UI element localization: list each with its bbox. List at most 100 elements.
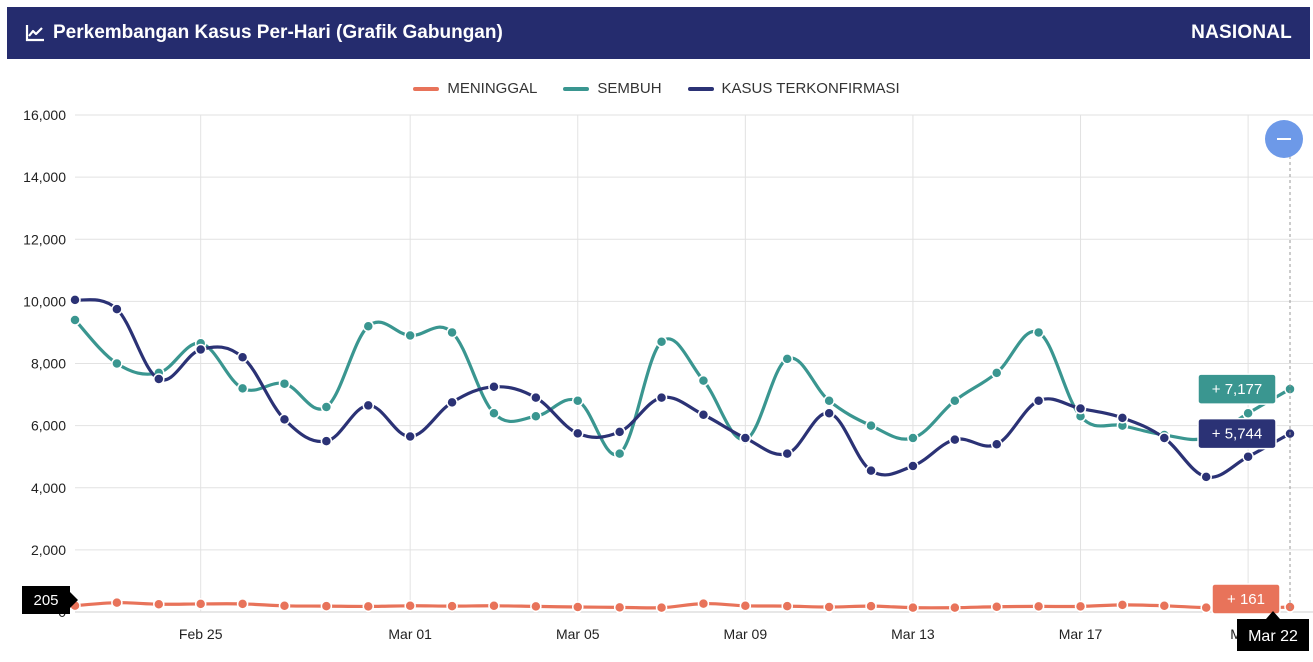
data-point-meninggal[interactable]	[949, 601, 961, 614]
x-tick-label: Feb 25	[179, 626, 223, 642]
x-tick-label: Mar 13	[891, 626, 935, 642]
data-point-terkonfirmasi[interactable]	[949, 433, 961, 446]
data-point-meninggal[interactable]	[446, 600, 458, 612]
data-point-terkonfirmasi[interactable]	[823, 407, 835, 419]
data-point-terkonfirmasi[interactable]	[697, 409, 710, 421]
data-point-meninggal[interactable]	[320, 600, 333, 612]
data-point-meninggal[interactable]	[990, 600, 1003, 613]
data-point-sembuh[interactable]	[823, 395, 835, 407]
x-tick-label: Mar 01	[388, 626, 432, 642]
data-point-sembuh[interactable]	[1242, 407, 1254, 419]
data-point-terkonfirmasi[interactable]	[572, 427, 584, 440]
data-point-meninggal[interactable]	[1116, 599, 1129, 611]
data-point-sembuh[interactable]	[781, 353, 793, 365]
y-tick-label: 4,000	[31, 480, 66, 496]
data-point-sembuh[interactable]	[278, 377, 291, 390]
data-point-terkonfirmasi[interactable]	[362, 399, 375, 412]
y-tick-label: 10,000	[23, 293, 66, 309]
data-point-sembuh[interactable]	[613, 447, 626, 460]
data-point-meninggal[interactable]	[236, 598, 249, 610]
data-point-sembuh[interactable]	[907, 432, 919, 444]
data-point-meninggal[interactable]	[697, 597, 710, 610]
data-point-terkonfirmasi[interactable]	[655, 391, 668, 404]
data-point-terkonfirmasi[interactable]	[236, 351, 249, 364]
data-point-sembuh[interactable]	[949, 395, 961, 407]
data-point-sembuh[interactable]	[320, 401, 333, 413]
data-point-meninggal[interactable]	[111, 596, 123, 609]
data-point-terkonfirmasi[interactable]	[446, 396, 458, 409]
data-point-meninggal[interactable]	[1158, 600, 1171, 612]
data-point-sembuh[interactable]	[111, 357, 123, 370]
legend-item-terkonfirmasi[interactable]: KASUS TERKONFIRMASI	[687, 80, 900, 97]
data-point-sembuh[interactable]	[69, 314, 81, 326]
data-point-sembuh[interactable]	[404, 329, 416, 342]
legend-label-terkonfirmasi: KASUS TERKONFIRMASI	[721, 80, 900, 97]
y-tick-label: 12,000	[23, 231, 66, 247]
data-point-meninggal[interactable]	[362, 600, 375, 613]
data-point-meninggal[interactable]	[865, 600, 877, 612]
data-point-meninggal[interactable]	[1032, 600, 1045, 613]
data-point-meninggal[interactable]	[194, 598, 207, 610]
series-line-sembuh	[73, 318, 1291, 457]
data-point-meninggal[interactable]	[907, 601, 919, 614]
x-tick-label: Mar 09	[724, 626, 768, 642]
data-point-meninggal[interactable]	[153, 598, 165, 610]
data-point-terkonfirmasi[interactable]	[1158, 432, 1171, 444]
y-axis-ticks: 02,0004,0006,0008,00010,00012,00014,0001…	[23, 107, 66, 620]
legend-item-sembuh[interactable]: SEMBUH	[563, 80, 662, 97]
data-point-meninggal[interactable]	[572, 601, 584, 613]
left-value-pointer	[70, 592, 78, 608]
data-point-terkonfirmasi[interactable]	[194, 343, 207, 356]
data-point-meninggal[interactable]	[1200, 601, 1212, 614]
data-point-sembuh[interactable]	[697, 374, 710, 387]
data-point-terkonfirmasi[interactable]	[320, 435, 333, 447]
data-point-sembuh[interactable]	[446, 326, 458, 339]
data-point-sembuh[interactable]	[990, 367, 1003, 379]
data-point-terkonfirmasi[interactable]	[1200, 471, 1212, 483]
data-point-terkonfirmasi[interactable]	[781, 447, 793, 460]
data-point-meninggal[interactable]	[488, 600, 500, 612]
data-point-terkonfirmasi[interactable]	[488, 381, 500, 393]
tooltip-sembuh-box	[1197, 373, 1277, 405]
data-point-meninggal[interactable]	[613, 601, 626, 614]
data-point-sembuh[interactable]	[488, 407, 500, 419]
data-point-meninggal[interactable]	[823, 601, 835, 613]
region-label[interactable]: NASIONAL	[1191, 22, 1292, 43]
data-point-sembuh[interactable]	[236, 382, 249, 395]
data-point-sembuh[interactable]	[655, 336, 668, 348]
data-point-meninggal[interactable]	[1074, 600, 1087, 613]
data-point-meninggal[interactable]	[739, 600, 752, 612]
data-point-terkonfirmasi[interactable]	[907, 460, 919, 472]
data-point-terkonfirmasi[interactable]	[69, 294, 81, 306]
data-point-terkonfirmasi[interactable]	[990, 438, 1003, 451]
data-point-sembuh[interactable]	[572, 395, 584, 407]
data-point-meninggal[interactable]	[278, 600, 291, 612]
data-point-terkonfirmasi[interactable]	[1074, 402, 1087, 415]
data-point-sembuh[interactable]	[1032, 326, 1045, 339]
legend-item-meninggal[interactable]: MENINGGAL	[413, 80, 537, 97]
data-point-terkonfirmasi[interactable]	[111, 303, 123, 315]
tooltip-meninggal-text: + 161	[1227, 591, 1265, 608]
data-point-terkonfirmasi[interactable]	[153, 373, 165, 385]
data-point-terkonfirmasi[interactable]	[278, 413, 291, 426]
data-point-terkonfirmasi[interactable]	[1032, 395, 1045, 407]
data-point-terkonfirmasi[interactable]	[530, 391, 542, 404]
crosshair-label-text: Mar 22	[1248, 628, 1298, 645]
data-point-terkonfirmasi[interactable]	[404, 430, 416, 443]
data-point-terkonfirmasi[interactable]	[739, 432, 752, 444]
data-point-meninggal[interactable]	[655, 601, 668, 614]
page-title: Perkembangan Kasus Per-Hari (Grafik Gabu…	[53, 22, 503, 43]
data-point-meninggal[interactable]	[781, 600, 793, 612]
tooltip-meninggal-box	[1211, 583, 1281, 615]
data-point-terkonfirmasi[interactable]	[1116, 412, 1129, 424]
data-point-meninggal[interactable]	[404, 600, 416, 612]
data-point-sembuh[interactable]	[362, 320, 375, 332]
data-point-terkonfirmasi[interactable]	[865, 464, 877, 477]
data-point-terkonfirmasi[interactable]	[613, 426, 626, 438]
data-point-meninggal[interactable]	[530, 600, 542, 613]
y-tick-label: 2,000	[31, 542, 66, 558]
data-point-sembuh[interactable]	[865, 419, 877, 432]
data-point-sembuh[interactable]	[530, 410, 542, 423]
data-point-terkonfirmasi[interactable]	[1242, 450, 1254, 463]
